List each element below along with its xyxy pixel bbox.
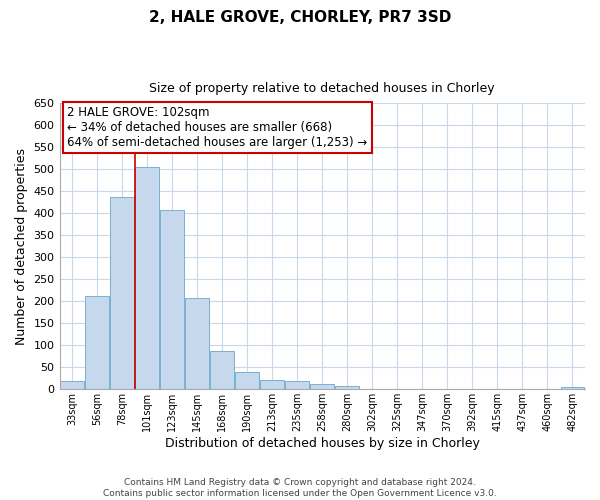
Text: Contains HM Land Registry data © Crown copyright and database right 2024.
Contai: Contains HM Land Registry data © Crown c… (103, 478, 497, 498)
Bar (185, 298, 209, 390)
Bar (210, 350, 234, 390)
Text: 2, HALE GROVE, CHORLEY, PR7 3SD: 2, HALE GROVE, CHORLEY, PR7 3SD (149, 10, 451, 25)
Y-axis label: Number of detached properties: Number of detached properties (15, 148, 28, 345)
Title: Size of property relative to detached houses in Chorley: Size of property relative to detached ho… (149, 82, 495, 95)
Bar (135, 167, 159, 390)
X-axis label: Distribution of detached houses by size in Chorley: Distribution of detached houses by size … (165, 437, 480, 450)
Bar (260, 380, 284, 390)
Bar (286, 382, 309, 390)
Bar (235, 372, 259, 390)
Bar (85, 296, 109, 390)
Bar (310, 384, 334, 390)
Bar (60, 382, 84, 390)
Bar (110, 197, 134, 390)
Bar (335, 386, 359, 390)
Bar (160, 210, 184, 390)
Text: 2 HALE GROVE: 102sqm
← 34% of detached houses are smaller (668)
64% of semi-deta: 2 HALE GROVE: 102sqm ← 34% of detached h… (67, 106, 368, 149)
Bar (560, 387, 584, 390)
